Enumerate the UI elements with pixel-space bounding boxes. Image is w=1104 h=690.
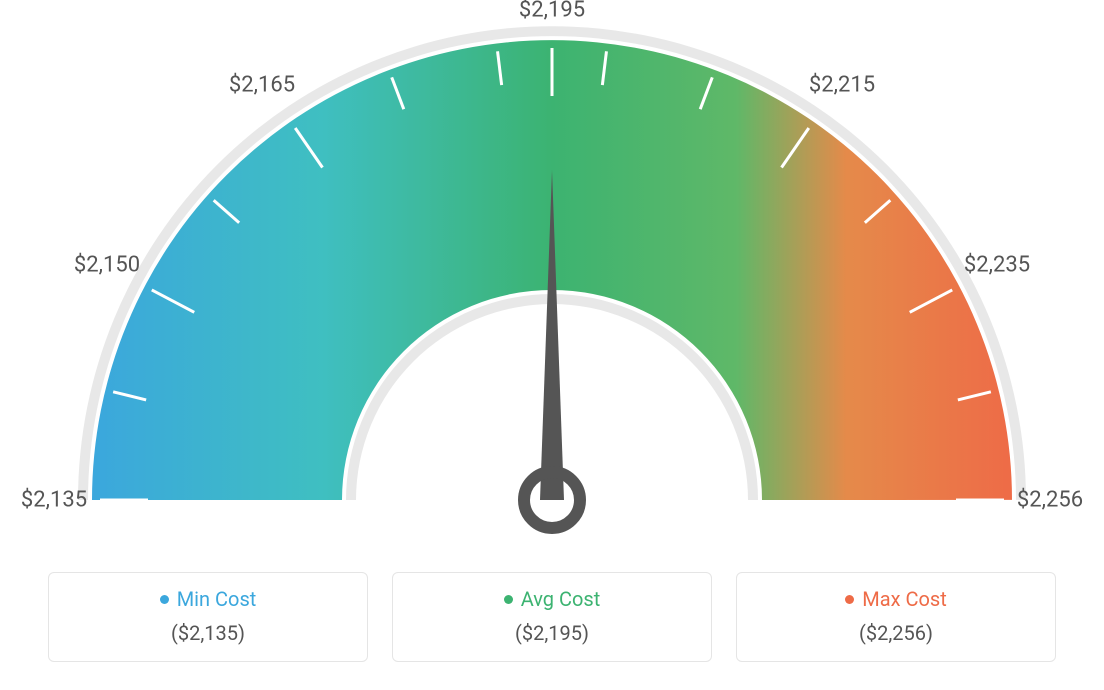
cost-cards: Min Cost ($2,135) Avg Cost ($2,195) Max … [0,572,1104,662]
max-cost-label: Max Cost [862,587,947,611]
avg-cost-title: Avg Cost [504,587,601,611]
min-cost-value: ($2,135) [67,621,349,645]
dot-icon [160,595,169,604]
gauge-tick-label: $2,256 [1017,488,1083,513]
dot-icon [845,595,854,604]
avg-cost-card: Avg Cost ($2,195) [392,572,712,662]
cost-gauge-infographic: $2,135 $2,150 $2,165 $2,195 $2,215 $2,235 $2,2… [0,0,1104,690]
max-cost-card: Max Cost ($2,256) [736,572,1056,662]
gauge-tick-label: $2,150 [74,253,140,278]
max-cost-value: ($2,256) [755,621,1037,645]
gauge-tick-label: $2,135 [21,488,87,513]
max-cost-title: Max Cost [845,587,947,611]
gauge-tick-label: $2,235 [964,253,1030,278]
min-cost-title: Min Cost [160,587,257,611]
gauge: $2,135 $2,150 $2,165 $2,195 $2,215 $2,235 $2,2… [0,0,1104,540]
min-cost-card: Min Cost ($2,135) [48,572,368,662]
dot-icon [504,595,513,604]
avg-cost-label: Avg Cost [521,587,601,611]
gauge-tick-label: $2,165 [229,73,295,98]
min-cost-label: Min Cost [177,587,257,611]
gauge-svg [0,0,1104,540]
avg-cost-value: ($2,195) [411,621,693,645]
gauge-tick-label: $2,195 [519,0,585,23]
gauge-tick-label: $2,215 [809,73,875,98]
